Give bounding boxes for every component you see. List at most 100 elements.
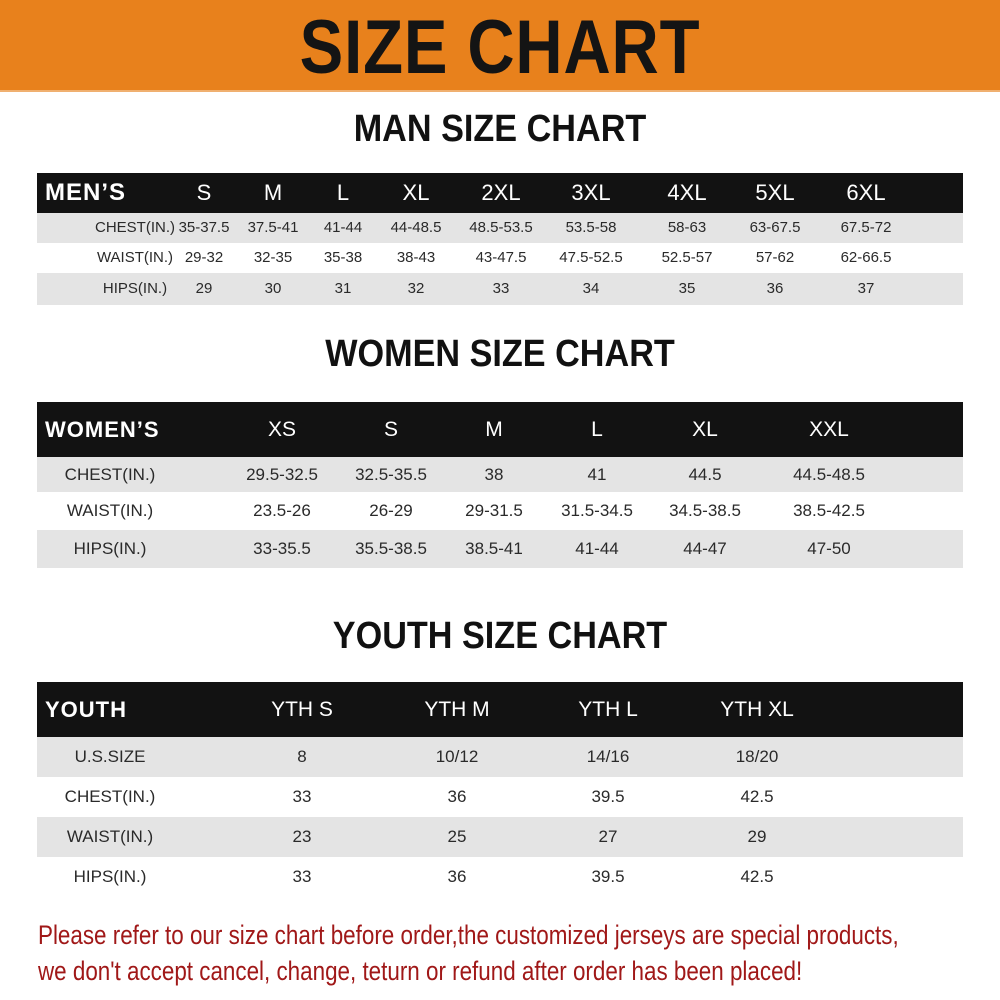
- men-header-label: MEN’S: [45, 179, 127, 206]
- table-cell: 52.5-57: [661, 249, 713, 266]
- table-cell: 48.5-53.5: [469, 219, 533, 236]
- size-chart-banner: SIZE CHART: [0, 0, 1000, 92]
- table-cell: 39.5: [591, 787, 625, 806]
- table-cell: 25: [447, 827, 467, 846]
- size-header: L: [591, 418, 603, 441]
- table-cell: 33: [292, 787, 312, 806]
- table-cell: 58-63: [667, 219, 707, 236]
- table-cell: 42.5: [740, 787, 774, 806]
- table-cell: 33: [292, 867, 312, 886]
- table-cell: 29: [747, 827, 767, 846]
- notice-line-1: Please refer to our size chart before or…: [38, 920, 899, 950]
- table-cell: 35-38: [323, 249, 363, 266]
- table-cell: 67.5-72: [840, 219, 892, 236]
- table-row: HIPS(IN.) 29 30 31 32 33 34 35 36 37: [37, 273, 963, 305]
- table-cell: 23.5-26: [253, 501, 311, 520]
- row-label: CHEST(IN.): [64, 787, 156, 806]
- table-cell: 27: [598, 827, 618, 846]
- table-cell: 30: [264, 280, 282, 297]
- size-header: S: [196, 180, 212, 205]
- row-label: HIPS(IN.): [73, 539, 147, 558]
- table-cell: 31.5-34.5: [561, 501, 633, 520]
- table-cell: 63-67.5: [749, 219, 801, 236]
- youth-header-label: YOUTH: [45, 697, 127, 722]
- size-header: YTH M: [424, 698, 490, 721]
- row-label: CHEST(IN.): [95, 219, 175, 236]
- women-section-title: WOMEN SIZE CHART: [325, 333, 675, 375]
- size-header: M: [263, 180, 283, 205]
- table-cell: 47-50: [807, 539, 851, 558]
- row-label: WAIST(IN.): [66, 827, 154, 846]
- table-cell: 18/20: [735, 747, 779, 766]
- table-cell: 31: [334, 280, 352, 297]
- table-cell: 36: [766, 280, 784, 297]
- table-cell: 34: [582, 280, 600, 297]
- table-cell: 43-47.5: [475, 249, 527, 266]
- table-cell: 8: [297, 747, 307, 766]
- table-cell: 57-62: [755, 249, 795, 266]
- row-label: WAIST(IN.): [66, 501, 154, 520]
- row-label: HIPS(IN.): [73, 867, 147, 886]
- table-row: HIPS(IN.) 33 36 39.5 42.5: [37, 857, 963, 897]
- table-row: WAIST(IN.) 23.5-26 26-29 29-31.5 31.5-34.5 34…: [37, 492, 963, 530]
- table-cell: 29: [195, 280, 213, 297]
- men-section-title: MAN SIZE CHART: [353, 108, 647, 150]
- row-label: CHEST(IN.): [64, 465, 156, 484]
- table-cell: 29-31.5: [465, 501, 523, 520]
- table-cell: 36: [447, 787, 467, 806]
- size-header: XXL: [809, 418, 849, 441]
- size-header: 6XL: [846, 180, 886, 205]
- table-cell: 38-43: [396, 249, 436, 266]
- table-cell: 38.5-42.5: [793, 501, 865, 520]
- size-header: XS: [267, 418, 297, 441]
- table-cell: 32: [407, 280, 425, 297]
- size-header: S: [383, 418, 399, 441]
- table-cell: 10/12: [435, 747, 479, 766]
- table-cell: 33: [492, 280, 510, 297]
- table-cell: 42.5: [740, 867, 774, 886]
- table-cell: 32-35: [253, 249, 293, 266]
- table-row: U.S.SIZE 8 10/12 14/16 18/20: [37, 737, 963, 777]
- table-cell: 39.5: [591, 867, 625, 886]
- table-cell: 38.5-41: [465, 539, 523, 558]
- table-cell: 33-35.5: [253, 539, 311, 558]
- table-row: HIPS(IN.) 33-35.5 35.5-38.5 38.5-41 41-44 44-…: [37, 530, 963, 568]
- table-cell: 37.5-41: [247, 219, 299, 236]
- table-row: CHEST(IN.) 33 36 39.5 42.5: [37, 777, 963, 817]
- table-cell: 34.5-38.5: [669, 501, 741, 520]
- table-cell: 37: [857, 280, 875, 297]
- table-cell: 62-66.5: [840, 249, 892, 266]
- youth-table-header: YOUTH YTH S YTH M YTH L YTH XL: [37, 682, 963, 737]
- table-cell: 35-37.5: [178, 219, 230, 236]
- table-cell: 29-32: [184, 249, 224, 266]
- table-cell: 23: [292, 827, 312, 846]
- size-header: 5XL: [755, 180, 795, 205]
- table-cell: 53.5-58: [565, 219, 617, 236]
- size-header: 2XL: [481, 180, 521, 205]
- table-cell: 38: [484, 465, 504, 484]
- table-row: CHEST(IN.) 29.5-32.5 32.5-35.5 38 41 44.5 44.5…: [37, 457, 963, 492]
- table-row: WAIST(IN.) 23 25 27 29: [37, 817, 963, 857]
- table-cell: 32.5-35.5: [355, 465, 427, 484]
- men-table-header: MEN’S S M L XL 2XL 3XL 4XL 5XL 6XL: [37, 173, 963, 213]
- table-cell: 41: [587, 465, 607, 484]
- table-cell: 41-44: [575, 539, 619, 558]
- size-header: YTH XL: [720, 698, 794, 721]
- table-cell: 36: [447, 867, 467, 886]
- table-cell: 35: [678, 280, 696, 297]
- table-cell: 47.5-52.5: [559, 249, 623, 266]
- size-header: 4XL: [667, 180, 707, 205]
- women-table-header: WOMEN’S XS S M L XL XXL: [37, 402, 963, 457]
- table-row: CHEST(IN.) 35-37.5 37.5-41 41-44 44-48.5 48.5…: [37, 213, 963, 243]
- table-cell: 44.5: [688, 465, 722, 484]
- table-cell: 44-47: [683, 539, 727, 558]
- size-header: XL: [692, 418, 718, 441]
- notice-line-2: we don't accept cancel, change, teturn o…: [38, 956, 803, 986]
- size-header: YTH L: [578, 698, 638, 721]
- row-label: WAIST(IN.): [96, 249, 174, 266]
- table-cell: 41-44: [323, 219, 363, 236]
- women-header-label: WOMEN’S: [45, 417, 160, 442]
- size-header: 3XL: [571, 180, 611, 205]
- table-cell: 44.5-48.5: [793, 465, 865, 484]
- size-header: L: [336, 180, 350, 205]
